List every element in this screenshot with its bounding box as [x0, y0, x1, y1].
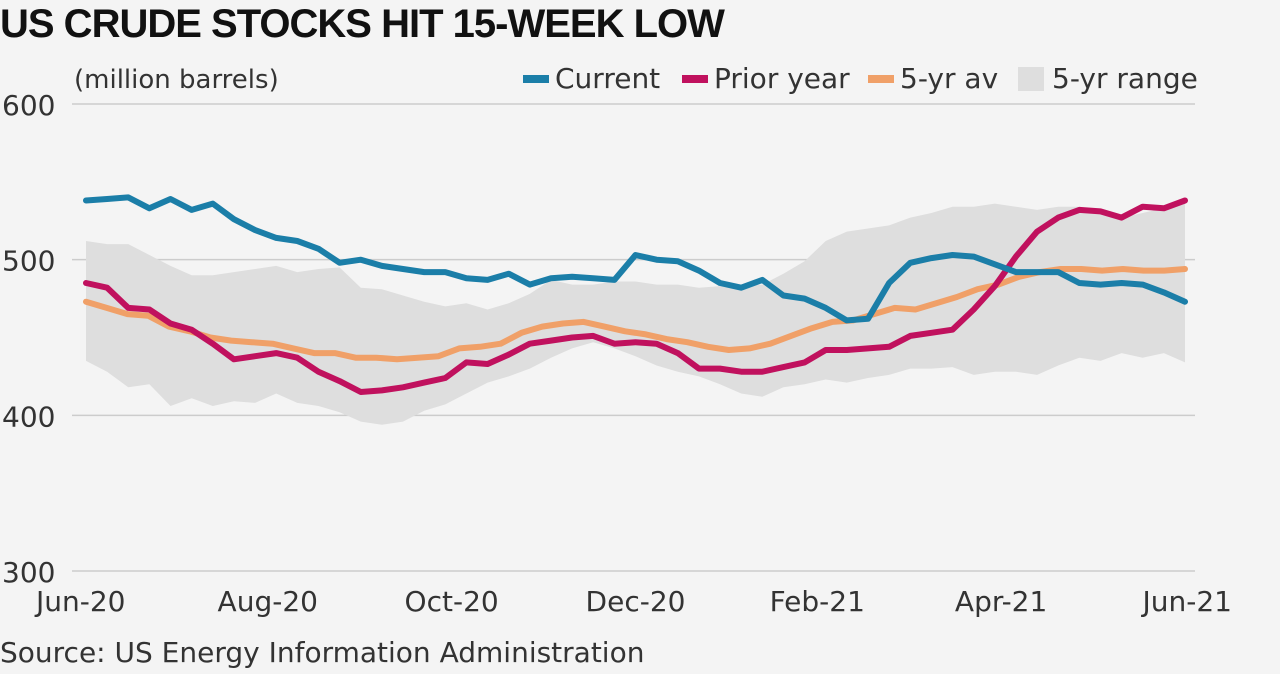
- x-tick-label: Apr-21: [955, 585, 1047, 618]
- legend-swatch-5yr-range: [1018, 67, 1044, 91]
- y-unit-label: (million barrels): [74, 65, 279, 95]
- y-tick-label: 500: [2, 245, 55, 278]
- legend-swatch-5yr-av: [868, 75, 894, 83]
- x-tick-label: Feb-21: [770, 585, 865, 618]
- series-lines-layer: [83, 194, 1188, 395]
- source-note: Source: US Energy Information Administra…: [0, 636, 645, 669]
- legend-label-5yr-av: 5-yr av: [900, 62, 998, 95]
- y-tick-label: 400: [2, 400, 55, 433]
- series-5yr-range-band: [86, 197, 1185, 425]
- chart-svg: 300 400 500 600 Jun-20 Aug-20 Oct-20 Dec-20 Feb…: [2, 62, 1232, 618]
- y-tick-label: 600: [2, 89, 55, 122]
- legend-label-5yr-range: 5-yr range: [1052, 62, 1198, 95]
- chart-title: US CRUDE STOCKS HIT 15-WEEK LOW: [0, 2, 725, 46]
- x-tick-label: Aug-20: [218, 585, 318, 618]
- x-tick-label: Oct-20: [405, 585, 499, 618]
- y-tick-label: 300: [2, 556, 55, 589]
- legend-label-prior-year: Prior year: [714, 62, 850, 95]
- legend-swatch-current: [523, 75, 549, 83]
- series-prior-year-line: [83, 197, 1188, 395]
- x-tick-label: Jun-20: [34, 585, 125, 618]
- x-tick-label: Dec-20: [586, 585, 686, 618]
- legend-swatch-prior-year: [682, 75, 708, 83]
- legend: Current Prior year 5-yr av 5-yr range: [523, 62, 1198, 95]
- x-axis: Jun-20 Aug-20 Oct-20 Dec-20 Feb-21 Apr-21 Jun-…: [34, 585, 1232, 618]
- range-band-layer: [86, 197, 1185, 425]
- series-current-line: [83, 194, 1188, 324]
- legend-label-current: Current: [555, 62, 660, 95]
- y-axis: 300 400 500 600: [2, 89, 55, 589]
- x-tick-label: Jun-21: [1141, 585, 1232, 618]
- series-5yr-av-line: [83, 266, 1188, 363]
